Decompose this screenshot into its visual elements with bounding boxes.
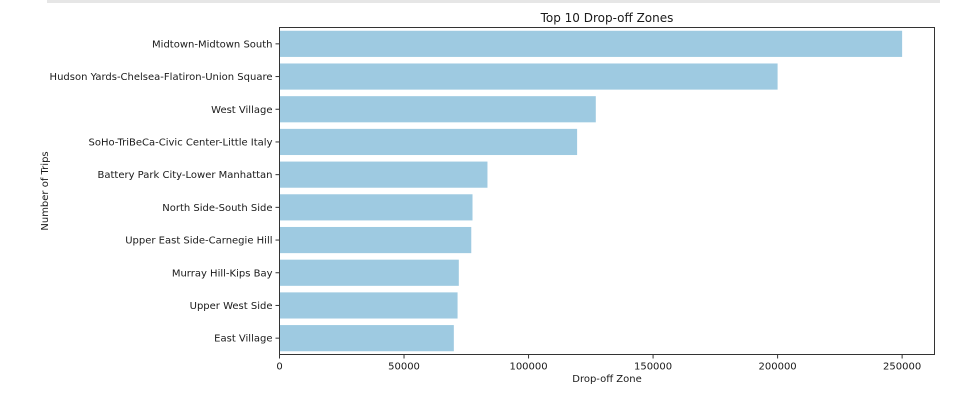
bar-2 bbox=[279, 96, 596, 123]
bar-6 bbox=[279, 226, 472, 254]
chart-title: Top 10 Drop-off Zones bbox=[540, 11, 674, 25]
x-tick-label: 0 bbox=[276, 362, 282, 373]
bar-3 bbox=[279, 128, 578, 156]
bar-1 bbox=[279, 63, 778, 90]
top-divider bbox=[47, 0, 940, 3]
category-label: East Village bbox=[214, 334, 272, 345]
bars-layer bbox=[279, 30, 903, 352]
category-label: Upper East Side-Carnegie Hill bbox=[125, 236, 272, 247]
category-label: Midtown-Midtown South bbox=[152, 39, 272, 50]
x-tick-label: 50000 bbox=[388, 362, 420, 373]
bar-9 bbox=[279, 325, 454, 352]
category-label: West Village bbox=[211, 105, 272, 116]
category-label: Upper West Side bbox=[190, 301, 273, 312]
category-label: SoHo-TriBeCa-Civic Center-Little Italy bbox=[89, 137, 273, 148]
category-label: North Side-South Side bbox=[162, 203, 272, 214]
category-label: Murray Hill-Kips Bay bbox=[172, 268, 273, 279]
category-label: Hudson Yards-Chelsea-Flatiron-Union Squa… bbox=[50, 72, 273, 83]
plot-frame bbox=[279, 27, 935, 355]
x-tick-label: 150000 bbox=[634, 362, 672, 373]
y-axis-label: Number of Trips bbox=[40, 151, 51, 230]
ticks-layer: 0 50000 100000 150000 200000 250000 bbox=[275, 43, 921, 373]
x-tick-label: 200000 bbox=[759, 362, 797, 373]
x-axis-label: Drop-off Zone bbox=[572, 374, 642, 385]
bar-5 bbox=[279, 194, 473, 221]
bar-8 bbox=[279, 292, 458, 319]
bar-4 bbox=[279, 161, 488, 188]
bar-0 bbox=[279, 30, 903, 57]
bar-7 bbox=[279, 259, 459, 286]
x-tick-label: 250000 bbox=[883, 362, 921, 373]
category-label: Battery Park City-Lower Manhattan bbox=[97, 170, 272, 181]
x-tick-label: 100000 bbox=[509, 362, 547, 373]
category-labels: Midtown-Midtown South Hudson Yards-Chelse… bbox=[50, 39, 273, 344]
